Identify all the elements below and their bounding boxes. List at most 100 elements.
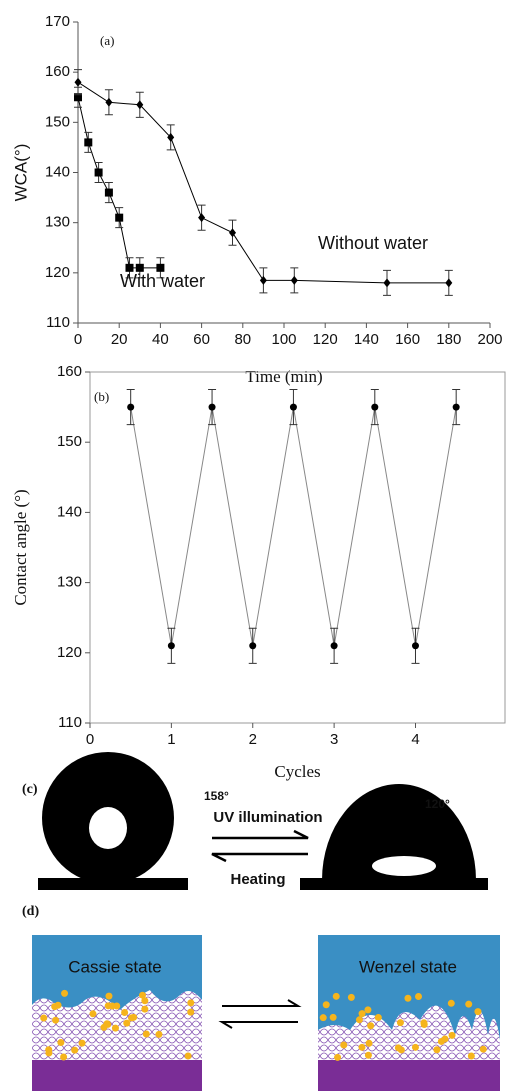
water xyxy=(32,935,202,1010)
particle xyxy=(108,1002,116,1010)
x-tick-label: 0 xyxy=(86,731,94,748)
particle xyxy=(358,1010,366,1018)
substrate xyxy=(38,878,188,890)
marker xyxy=(125,263,134,272)
particle xyxy=(374,1014,382,1022)
substrate xyxy=(32,1060,202,1091)
particle xyxy=(141,1005,149,1013)
panel-c: (c) 158° 120° UV illumination Heating xyxy=(22,752,488,890)
angle-label: 158° xyxy=(204,789,229,803)
x-tick-label: 100 xyxy=(271,331,296,348)
particle xyxy=(465,1000,473,1008)
particle xyxy=(45,1049,53,1057)
marker xyxy=(452,403,460,411)
particle xyxy=(57,1039,65,1047)
particle xyxy=(40,1014,48,1022)
marker xyxy=(84,138,93,147)
particle xyxy=(142,1030,150,1038)
y-tick-label: 150 xyxy=(57,433,82,450)
x-tick-label: 80 xyxy=(234,331,251,348)
marker xyxy=(105,97,113,107)
particle xyxy=(54,1001,62,1009)
particle xyxy=(355,1016,363,1024)
x-axis-label: Time (min) xyxy=(245,367,322,386)
x-tick-label: 180 xyxy=(436,331,461,348)
particle xyxy=(441,1035,449,1043)
process-label: Heating xyxy=(230,871,285,888)
x-tick-label: 20 xyxy=(111,331,128,348)
particle xyxy=(187,1008,195,1016)
particle xyxy=(364,1051,372,1059)
marker xyxy=(135,263,144,272)
marker xyxy=(136,100,144,110)
x-tick-label: 0 xyxy=(74,331,82,348)
arrow xyxy=(212,829,309,840)
x-tick-label: 3 xyxy=(330,731,338,748)
series-label: Without water xyxy=(318,233,428,253)
marker xyxy=(289,403,297,411)
particle xyxy=(103,1020,111,1028)
particle xyxy=(448,1031,456,1039)
series-line xyxy=(130,407,457,646)
particle xyxy=(60,1053,68,1061)
arrow xyxy=(218,1021,298,1029)
particle xyxy=(397,1046,405,1054)
state-label: Wenzel state xyxy=(359,957,457,976)
particle xyxy=(187,999,195,1007)
particle xyxy=(71,1046,79,1054)
marker xyxy=(411,642,419,650)
x-tick-label: 120 xyxy=(313,331,338,348)
y-tick-label: 110 xyxy=(58,714,82,731)
particle xyxy=(52,1016,60,1024)
particle xyxy=(404,994,412,1002)
x-tick-label: 200 xyxy=(477,331,502,348)
x-tick-label: 60 xyxy=(193,331,210,348)
substrate xyxy=(318,1060,500,1091)
particle xyxy=(123,1019,131,1027)
marker xyxy=(208,403,216,411)
particle xyxy=(433,1046,441,1054)
particle xyxy=(329,1013,337,1021)
droplet-highlight xyxy=(89,807,127,849)
marker xyxy=(445,278,453,288)
x-tick-label: 160 xyxy=(395,331,420,348)
marker xyxy=(229,228,236,238)
marker xyxy=(198,213,206,223)
series-label: With water xyxy=(120,271,205,291)
marker xyxy=(127,403,135,411)
y-tick-label: 150 xyxy=(45,113,70,130)
particle xyxy=(396,1019,404,1027)
particle xyxy=(347,993,355,1001)
particle xyxy=(78,1039,86,1047)
substrate xyxy=(300,878,488,890)
y-tick-label: 140 xyxy=(57,503,82,520)
particle xyxy=(414,993,422,1001)
x-tick-label: 1 xyxy=(167,731,175,748)
marker xyxy=(383,278,391,288)
marker xyxy=(259,275,267,285)
particle xyxy=(358,1043,366,1051)
particle xyxy=(184,1052,192,1060)
marker xyxy=(74,93,82,102)
marker xyxy=(156,263,165,272)
particle xyxy=(141,997,149,1005)
marker xyxy=(167,132,175,142)
angle-label: 120° xyxy=(425,797,450,811)
y-tick-label: 170 xyxy=(45,13,70,30)
panel-label: (d) xyxy=(22,904,39,919)
marker xyxy=(115,213,124,222)
series-line xyxy=(77,81,449,284)
particle xyxy=(111,1024,119,1032)
droplet xyxy=(322,784,476,880)
particle xyxy=(447,999,455,1007)
marker xyxy=(290,275,298,285)
particle xyxy=(334,1053,342,1061)
plot-frame xyxy=(89,371,506,724)
process-label: UV illumination xyxy=(213,809,322,826)
x-tick-label: 140 xyxy=(354,331,379,348)
panel-label: (b) xyxy=(94,389,109,404)
marker xyxy=(167,642,175,650)
y-tick-label: 140 xyxy=(45,163,70,180)
y-tick-label: 130 xyxy=(45,214,70,231)
